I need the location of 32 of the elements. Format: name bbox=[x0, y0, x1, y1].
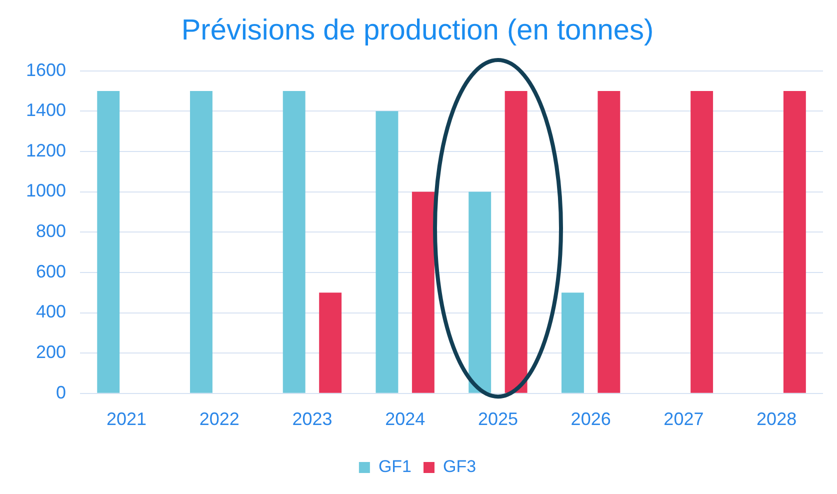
bar bbox=[376, 111, 398, 393]
legend-label: GF1 bbox=[378, 457, 412, 476]
legend-label: GF3 bbox=[443, 457, 476, 476]
x-tick-label: 2024 bbox=[385, 409, 426, 430]
y-tick-label: 0 bbox=[56, 382, 66, 402]
bar bbox=[319, 292, 342, 393]
y-tick-label: 800 bbox=[36, 221, 66, 242]
x-tick-label: 2027 bbox=[664, 409, 704, 430]
chart-title: Prévisions de production (en tonnes) bbox=[181, 14, 654, 46]
x-tick-label: 2023 bbox=[292, 409, 332, 430]
bar bbox=[598, 90, 620, 393]
y-tick-label: 1000 bbox=[26, 180, 66, 201]
y-tick-label: 600 bbox=[36, 261, 66, 282]
bar bbox=[97, 90, 120, 393]
bar bbox=[468, 192, 492, 393]
bar bbox=[190, 90, 212, 393]
y-tick-label: 1600 bbox=[26, 60, 66, 80]
x-tick-label: 2026 bbox=[570, 409, 611, 430]
x-tick-label: 2028 bbox=[756, 409, 797, 430]
x-tick-label: 2022 bbox=[199, 409, 240, 430]
y-tick-label: 1400 bbox=[26, 100, 66, 120]
x-tick-label: 2021 bbox=[106, 409, 146, 430]
y-tick-label: 400 bbox=[36, 302, 66, 322]
x-tick-label: 2025 bbox=[478, 409, 518, 430]
y-tick-label: 1200 bbox=[26, 140, 66, 160]
bar bbox=[282, 90, 306, 393]
bar bbox=[412, 192, 434, 393]
bar bbox=[783, 90, 806, 393]
y-tick-label: 200 bbox=[36, 342, 66, 362]
bar bbox=[690, 90, 714, 393]
bar bbox=[561, 292, 584, 393]
bar bbox=[504, 90, 528, 393]
